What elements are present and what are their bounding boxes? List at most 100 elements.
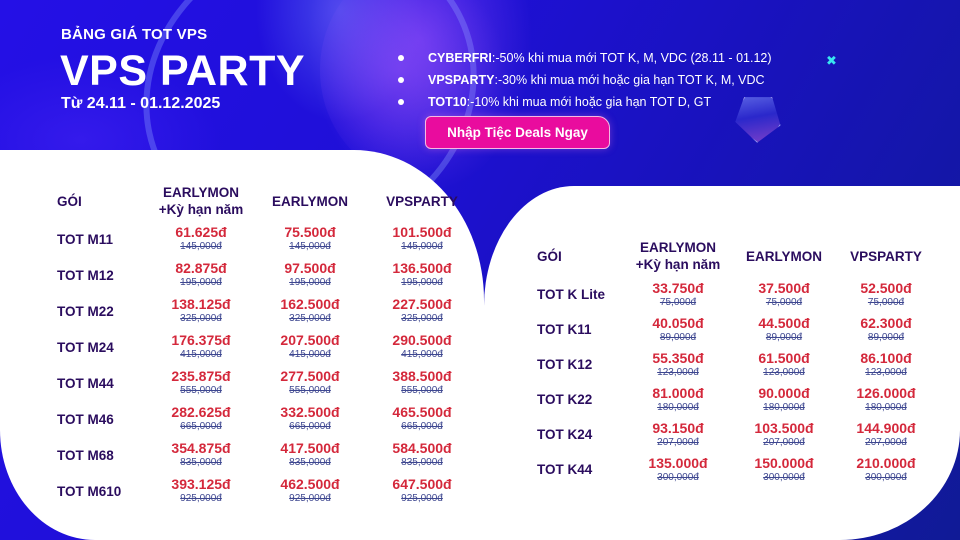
sale-price: 647.500đ <box>392 476 452 492</box>
sale-price: 393.125đ <box>171 476 231 492</box>
package-name: TOT M11 <box>57 231 114 247</box>
original-price: 195,000đ <box>401 277 443 288</box>
sale-price: 81.000đ <box>652 384 704 401</box>
column-header-earlymon-year: EARLYMON +Kỳ hạn năm <box>635 240 721 272</box>
original-price: 89,000đ <box>765 331 803 343</box>
price-cell: 176.375đ 415,000đ <box>145 329 257 365</box>
original-price: 415,000đ <box>401 349 443 360</box>
banner-date-range: Từ 24.11 - 01.12.2025 <box>61 95 221 112</box>
table-row: TOT M46 282.625đ 665,000đ 332.500đ 665,000đ 4… <box>57 401 481 437</box>
price-cell: 584.500đ 835,000đ <box>363 437 481 473</box>
promo-text: -30% khi mua mới hoặc gia hạn TOT K, M, … <box>497 73 765 87</box>
price-cell: 135.000đ 300,000đ <box>623 452 733 487</box>
sale-price: 207.500đ <box>280 332 340 348</box>
sale-price: 150.000đ <box>754 454 814 471</box>
sale-price: 40.050đ <box>652 314 704 331</box>
original-price: 195,000đ <box>180 277 222 288</box>
promo-code: VPSPARTY <box>428 73 495 87</box>
original-price: 555,000đ <box>401 385 443 396</box>
original-price: 195,000đ <box>289 277 331 288</box>
sale-price: 93.150đ <box>652 419 704 436</box>
sale-price: 210.000đ <box>856 454 916 471</box>
package-name: TOT K22 <box>537 392 593 407</box>
original-price: 415,000đ <box>289 349 331 360</box>
sale-price: 290.500đ <box>392 332 452 348</box>
sale-price: 33.750đ <box>652 279 704 296</box>
original-price: 665,000đ <box>401 421 443 432</box>
table-row: TOT M22 138.125đ 325,000đ 162.500đ 325,000đ 2… <box>57 293 481 329</box>
column-header-earlymon: EARLYMON <box>271 193 348 209</box>
price-cell: 277.500đ 555,000đ <box>257 365 363 401</box>
price-cell: 52.500đ 75,000đ <box>835 277 937 312</box>
sale-price: 86.100đ <box>860 349 912 366</box>
sale-price: 388.500đ <box>392 368 452 384</box>
price-cell: 55.350đ 123,000đ <box>623 347 733 382</box>
table-row: TOT K22 81.000đ 180,000đ 90.000đ 180,000đ 126… <box>537 382 937 417</box>
original-price: 300,000đ <box>763 471 805 483</box>
promo-code: CYBERFRI <box>428 51 492 65</box>
original-price: 665,000đ <box>289 421 331 432</box>
original-price: 180,000đ <box>657 401 699 413</box>
sale-price: 37.500đ <box>758 279 810 296</box>
package-name: TOT K11 <box>537 322 592 337</box>
table-row: TOT K11 40.050đ 89,000đ 44.500đ 89,000đ 62.30… <box>537 312 937 347</box>
sale-price: 162.500đ <box>280 296 340 312</box>
package-name: TOT M12 <box>57 267 114 283</box>
price-cell: 290.500đ 415,000đ <box>363 329 481 365</box>
original-price: 145,000đ <box>401 241 443 252</box>
price-cell: 647.500đ 925,000đ <box>363 473 481 509</box>
package-name: TOT M24 <box>57 339 114 355</box>
price-cell: 40.050đ 89,000đ <box>623 312 733 347</box>
bullet-icon <box>398 77 404 83</box>
table-header-row: GÓI EARLYMON +Kỳ hạn năm EARLYMON VPSPART… <box>57 181 481 221</box>
sale-price: 235.875đ <box>171 368 231 384</box>
price-cell: 144.900đ 207,000đ <box>835 417 937 452</box>
sale-price: 332.500đ <box>280 404 340 420</box>
sale-price: 103.500đ <box>754 419 814 436</box>
price-card-m <box>0 150 484 540</box>
sale-price: 101.500đ <box>392 224 452 240</box>
price-cell: 44.500đ 89,000đ <box>733 312 835 347</box>
sale-price: 176.375đ <box>171 332 231 348</box>
banner-title: VPS PARTY <box>60 47 306 95</box>
original-price: 123,000đ <box>865 366 907 378</box>
price-cell: 33.750đ 75,000đ <box>623 277 733 312</box>
promo-separator: : <box>466 95 471 109</box>
sale-price: 417.500đ <box>280 440 340 456</box>
sale-price: 52.500đ <box>860 279 912 296</box>
price-cell: 162.500đ 325,000đ <box>257 293 363 329</box>
original-price: 89,000đ <box>867 331 905 343</box>
price-cell: 81.000đ 180,000đ <box>623 382 733 417</box>
sale-price: 465.500đ <box>392 404 452 420</box>
table-row: TOT M24 176.375đ 415,000đ 207.500đ 415,000đ 2… <box>57 329 481 365</box>
original-price: 835,000đ <box>180 457 222 468</box>
original-price: 835,000đ <box>401 457 443 468</box>
sale-price: 462.500đ <box>280 476 340 492</box>
package-name: TOT M68 <box>57 447 114 463</box>
price-cell: 388.500đ 555,000đ <box>363 365 481 401</box>
price-cell: 210.000đ 300,000đ <box>835 452 937 487</box>
price-cell: 227.500đ 325,000đ <box>363 293 481 329</box>
sale-price: 277.500đ <box>280 368 340 384</box>
sale-price: 135.000đ <box>648 454 708 471</box>
original-price: 180,000đ <box>865 401 907 413</box>
price-cell: 90.000đ 180,000đ <box>733 382 835 417</box>
table-row: TOT K44 135.000đ 300,000đ 150.000đ 300,000đ 2… <box>537 452 937 487</box>
original-price: 75,000đ <box>867 296 905 308</box>
original-price: 180,000đ <box>763 401 805 413</box>
promo-separator: : <box>491 51 496 65</box>
original-price: 145,000đ <box>289 241 331 252</box>
price-cell: 62.300đ 89,000đ <box>835 312 937 347</box>
price-cell: 126.000đ 180,000đ <box>835 382 937 417</box>
original-price: 300,000đ <box>865 471 907 483</box>
package-name: TOT M44 <box>57 375 114 391</box>
original-price: 89,000đ <box>659 331 697 343</box>
promo-item: VPSPARTY: -30% khi mua mới hoặc gia hạn … <box>398 69 772 91</box>
column-header-vpsparty: VPSPARTY <box>850 248 922 264</box>
promo-item: CYBERFRI : -50% khi mua mới TOT K, M, VD… <box>398 47 772 69</box>
price-cell: 101.500đ 145,000đ <box>363 221 481 257</box>
price-cell: 136.500đ 195,000đ <box>363 257 481 293</box>
join-deals-button[interactable]: Nhập Tiệc Deals Ngay <box>425 116 610 149</box>
price-cell: 82.875đ 195,000đ <box>145 257 257 293</box>
package-name: TOT K44 <box>537 462 593 477</box>
